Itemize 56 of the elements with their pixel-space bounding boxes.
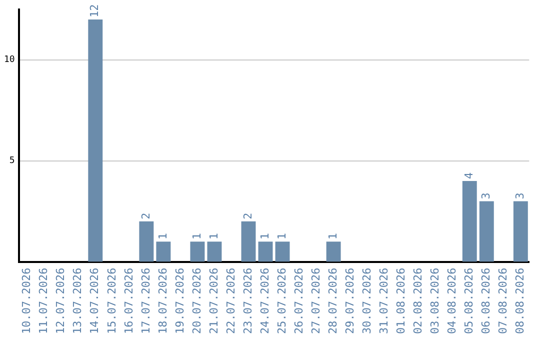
- x-tick-label: 14.07.2026: [88, 268, 102, 334]
- x-tick-label: 13.07.2026: [71, 268, 84, 334]
- data-label: 1: [156, 232, 170, 240]
- y-tick-label: 10: [4, 55, 15, 66]
- x-tick-label: 22.07.2026: [224, 268, 238, 334]
- x-tick-label: 07.08.2026: [496, 268, 510, 334]
- bar: [139, 221, 154, 262]
- bar: [88, 19, 103, 262]
- x-tick-label: 28.07.2026: [326, 268, 340, 334]
- data-label: 4: [462, 172, 476, 180]
- x-tick-label: 11.07.2026: [37, 268, 50, 334]
- bar: [207, 242, 222, 262]
- x-tick-label: 18.07.2026: [156, 268, 170, 334]
- data-label: 1: [207, 232, 220, 240]
- bar: [156, 242, 171, 262]
- x-tick-label: 21.07.2026: [207, 268, 220, 334]
- bar: [513, 201, 528, 262]
- bar: [326, 242, 341, 262]
- x-tick-label: 27.07.2026: [309, 268, 322, 334]
- bar: [258, 242, 273, 262]
- bar: [190, 242, 205, 262]
- data-label: 2: [241, 212, 254, 220]
- y-tick-label: 5: [9, 156, 15, 166]
- x-tick-label: 17.07.2026: [139, 268, 152, 334]
- data-label: 3: [480, 192, 493, 200]
- x-tick-label: 19.07.2026: [173, 268, 186, 334]
- x-tick-label: 08.08.2026: [514, 268, 527, 334]
- data-label: 12: [88, 4, 102, 18]
- data-label: 2: [139, 212, 152, 220]
- data-label: 1: [275, 232, 288, 240]
- x-tick-label: 06.08.2026: [480, 268, 493, 334]
- bar: [241, 221, 256, 262]
- x-tick-label: 04.08.2026: [445, 268, 458, 334]
- x-tick-label: 01.08.2026: [394, 268, 408, 334]
- x-tick-label: 29.07.2026: [343, 268, 356, 334]
- data-label: 3: [514, 192, 527, 200]
- x-tick-label: 02.08.2026: [411, 268, 424, 334]
- data-label: 1: [190, 232, 204, 240]
- x-tick-label: 24.07.2026: [258, 268, 272, 334]
- x-tick-label: 23.07.2026: [241, 268, 254, 334]
- x-tick-label: 03.08.2026: [428, 268, 442, 334]
- x-tick-label: 26.07.2026: [292, 268, 306, 334]
- bar: [479, 201, 494, 262]
- x-tick-label: 15.07.2026: [105, 268, 118, 334]
- x-tick-label: 30.07.2026: [360, 268, 374, 334]
- data-label: 1: [326, 232, 340, 240]
- x-tick-label: 16.07.2026: [122, 268, 136, 334]
- x-tick-label: 25.07.2026: [275, 268, 288, 334]
- x-tick-label: 20.07.2026: [190, 268, 204, 334]
- data-label: 1: [258, 232, 272, 240]
- x-tick-label: 12.07.2026: [54, 268, 68, 334]
- x-tick-label: 31.07.2026: [377, 268, 390, 334]
- bar: [462, 181, 477, 262]
- bar: [275, 242, 290, 262]
- x-tick-label: 10.07.2026: [20, 268, 34, 334]
- x-tick-label: 05.08.2026: [462, 268, 476, 334]
